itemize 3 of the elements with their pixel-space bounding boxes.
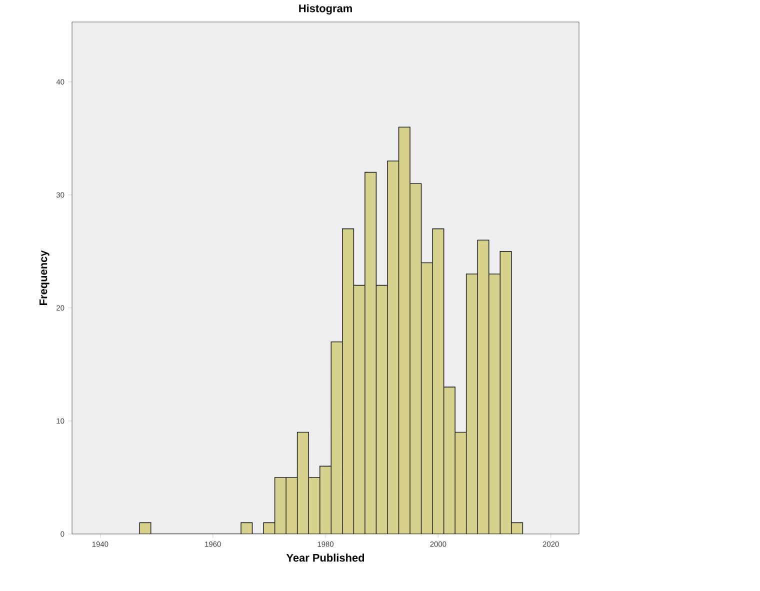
x-axis-title: Year Published — [286, 554, 364, 562]
chart-title: Histogram — [299, 4, 352, 14]
y-axis-title: Frequency — [40, 250, 50, 305]
